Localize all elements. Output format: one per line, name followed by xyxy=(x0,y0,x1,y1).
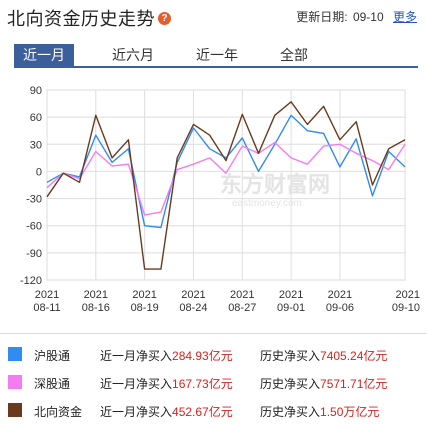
legend-swatch-sz xyxy=(8,375,22,389)
update-info: 更新日期: 09-10 更多 xyxy=(296,8,417,25)
legend-row-north: 北向资金 近一月净买入452.67亿元 历史净买入1.50万亿元 xyxy=(0,400,427,422)
x-tick-label-year: 2021 xyxy=(132,289,156,301)
legend-name: 沪股通 xyxy=(34,349,71,363)
x-tick-label-year: 2021 xyxy=(396,289,420,301)
svg-text:东方财富网: 东方财富网 xyxy=(220,172,330,197)
period-tabs: 近一月 近六月 近一年 全部 xyxy=(14,44,418,68)
hist-label: 历史净买入 xyxy=(260,405,321,419)
legend-row-sz: 深股通 近一月净买入167.73亿元 历史净买入7571.71亿元 xyxy=(0,372,427,394)
legend-month-net: 近一月净买入284.93亿元 xyxy=(100,347,233,364)
update-label: 更新日期: xyxy=(296,10,348,24)
legend-month-net: 近一月净买入452.67亿元 xyxy=(100,403,233,420)
legend-month-net: 近一月净买入167.73亿元 xyxy=(100,375,233,392)
legend-swatch-north xyxy=(8,403,22,417)
x-tick-label-date: 09-10 xyxy=(392,302,420,314)
y-tick-label: 0 xyxy=(36,166,42,178)
hist-unit: 万亿元 xyxy=(343,405,380,419)
month-value: 452.67 xyxy=(172,405,209,419)
svg-text:eastmoney.com: eastmoney.com xyxy=(232,198,302,209)
header: 北向资金历史走势 ? 更新日期: 09-10 更多 xyxy=(0,0,427,34)
hist-value: 1.50 xyxy=(320,405,344,419)
month-label: 近一月净买入 xyxy=(100,405,173,419)
y-tick-label: 60 xyxy=(30,112,42,124)
legend-divider xyxy=(0,333,427,334)
y-tick-label: -60 xyxy=(26,221,42,233)
x-tick-label-date: 08-11 xyxy=(33,302,60,314)
more-link[interactable]: 更多 xyxy=(392,10,417,24)
y-tick-label: -90 xyxy=(26,248,42,260)
watermark: 东方财富网 eastmoney.com xyxy=(220,172,330,209)
series xyxy=(46,101,406,270)
hist-value: 7571.71 xyxy=(320,377,364,391)
x-tick-label-date: 09-01 xyxy=(277,302,305,314)
hist-label: 历史净买入 xyxy=(260,349,321,363)
hist-unit: 亿元 xyxy=(363,349,388,363)
update-date: 09-10 xyxy=(352,10,384,24)
x-tick-label-year: 2021 xyxy=(181,289,205,301)
series-line-1 xyxy=(46,141,406,216)
x-tick-label-date: 08-24 xyxy=(179,302,207,314)
y-tick-label: 30 xyxy=(30,139,42,151)
tab-one-year[interactable]: 近一年 xyxy=(196,47,238,63)
hist-label: 历史净买入 xyxy=(260,377,321,391)
month-value: 284.93 xyxy=(172,349,209,363)
x-tick-label-year: 2021 xyxy=(84,289,108,301)
y-tick-label: 90 xyxy=(30,85,42,97)
y-tick-label: -120 xyxy=(20,275,42,287)
month-value: 167.73 xyxy=(172,377,209,391)
legend-hist-net: 历史净买入1.50万亿元 xyxy=(260,403,379,420)
axes: 9060300-30-60-90-120202108-11202108-1620… xyxy=(20,85,420,314)
page-title: 北向资金历史走势 xyxy=(7,9,155,29)
help-icon[interactable]: ? xyxy=(158,12,171,25)
month-unit: 亿元 xyxy=(208,377,233,391)
hist-unit: 亿元 xyxy=(363,377,388,391)
grid xyxy=(46,89,406,281)
tab-one-month[interactable]: 近一月 xyxy=(14,44,74,66)
hist-value: 7405.24 xyxy=(320,349,364,363)
legend-name: 北向资金 xyxy=(34,405,83,419)
legend-hist-net: 历史净买入7571.71亿元 xyxy=(260,375,387,392)
x-tick-label-year: 2021 xyxy=(35,289,59,301)
legend-hist-net: 历史净买入7405.24亿元 xyxy=(260,347,387,364)
month-label: 近一月净买入 xyxy=(100,349,173,363)
legend-name: 深股通 xyxy=(34,377,71,391)
x-tick-label-year: 2021 xyxy=(279,289,303,301)
month-unit: 亿元 xyxy=(208,405,233,419)
net-inflow-line-chart: 东方财富网 eastmoney.com 90 60 30 0 -30 -60 -90 -120… xyxy=(20,85,420,314)
x-tick-label-year: 2021 xyxy=(328,289,352,301)
legend-row-sh: 沪股通 近一月净买入284.93亿元 历史净买入7405.24亿元 xyxy=(0,344,427,366)
x-tick-label-date: 09-06 xyxy=(326,302,354,314)
month-label: 近一月净买入 xyxy=(100,377,173,391)
month-unit: 亿元 xyxy=(208,349,233,363)
y-tick-label: -30 xyxy=(26,194,42,206)
x-tick-label-date: 08-19 xyxy=(131,302,159,314)
x-tick-label-year: 2021 xyxy=(230,289,254,301)
tab-all[interactable]: 全部 xyxy=(280,47,308,63)
tab-six-months[interactable]: 近六月 xyxy=(112,47,154,63)
x-tick-label-date: 08-27 xyxy=(228,302,256,314)
x-tick-label-date: 08-16 xyxy=(82,302,110,314)
series-line-2 xyxy=(46,101,406,270)
legend-swatch-sh xyxy=(8,347,22,361)
series-line-0 xyxy=(46,114,406,229)
